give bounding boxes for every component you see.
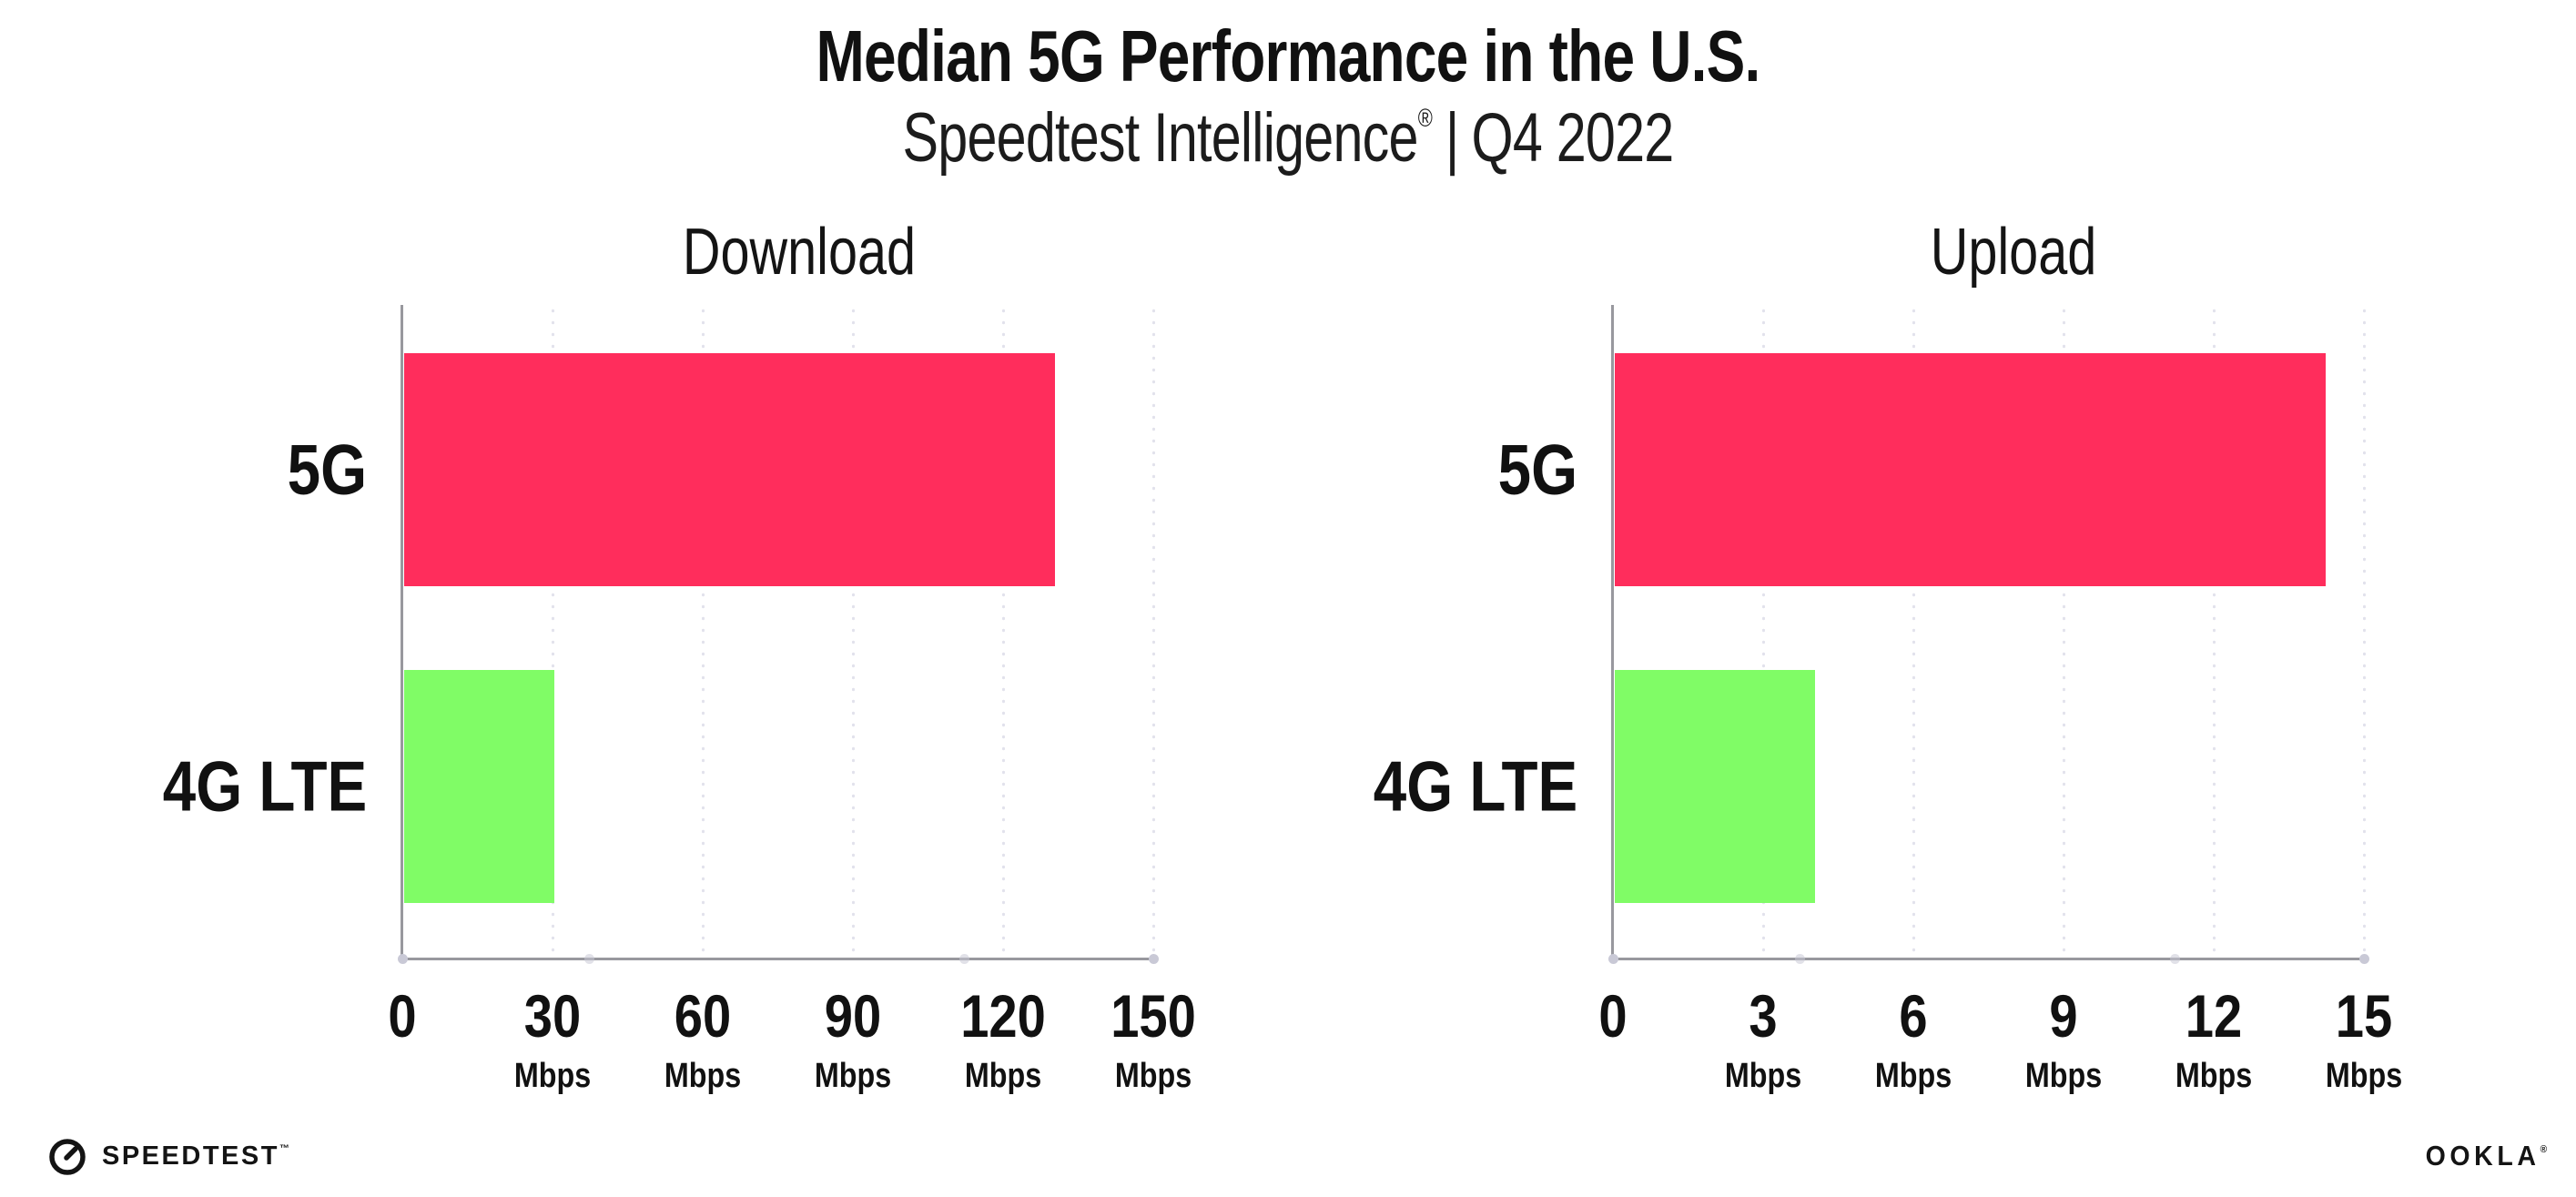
y-label-download-5g: 5G <box>287 429 367 510</box>
x-tick-value: 15 <box>2335 982 2393 1050</box>
x-tick-value: 90 <box>824 982 882 1050</box>
subtitle-divider: | <box>1445 99 1459 177</box>
y-label-upload-4g-lte: 4G LTE <box>1373 746 1577 827</box>
y-label-download-4g-lte: 4G LTE <box>162 746 367 827</box>
x-tick-unit: Mbps <box>1724 1057 1802 1095</box>
axis-dot-download-0 <box>398 954 408 964</box>
x-tick-download-150: 150 Mbps <box>1060 986 1246 1093</box>
x-tick-value: 9 <box>2049 982 2078 1050</box>
ookla-wordmark: OOKLA® <box>2425 1140 2547 1172</box>
x-tick-unit: Mbps <box>964 1057 1042 1095</box>
x-tick-value: 150 <box>1111 982 1196 1050</box>
trademark-mark: ™ <box>279 1142 289 1154</box>
x-tick-download-90: 90 Mbps <box>760 986 946 1093</box>
x-tick-unit: Mbps <box>2024 1057 2103 1095</box>
x-tick-value: 0 <box>388 982 417 1050</box>
chart-title-upload: Upload <box>1930 216 2097 289</box>
gridline-download-150 <box>1152 305 1155 958</box>
x-tick-unit: Mbps <box>2325 1057 2403 1095</box>
gridline-download-60 <box>702 305 705 958</box>
y-label-upload-5g: 5G <box>1497 429 1577 510</box>
gridline-upload-3 <box>1762 305 1765 958</box>
x-tick-upload-0: 0 <box>1520 986 1706 1046</box>
x-axis-download <box>401 958 1157 960</box>
x-tick-unit: Mbps <box>1114 1057 1192 1095</box>
bar-upload-4g-lte <box>1615 670 1815 903</box>
x-tick-upload-15: 15 Mbps <box>2271 986 2457 1093</box>
gridline-download-30 <box>552 305 554 958</box>
x-tick-download-60: 60 Mbps <box>610 986 796 1093</box>
speedtest-gauge-icon <box>49 1139 86 1175</box>
page-title: Median 5G Performance in the U.S. <box>816 15 1761 96</box>
x-tick-value: 30 <box>523 982 582 1050</box>
x-tick-unit: Mbps <box>513 1057 592 1095</box>
subtitle-brand: Speedtest Intelligence <box>902 99 1419 177</box>
x-tick-value: 60 <box>674 982 732 1050</box>
chart-title-download: Download <box>682 216 917 289</box>
x-tick-download-30: 30 Mbps <box>460 986 645 1093</box>
axis-dot-upload-3 <box>2359 954 2369 964</box>
x-tick-upload-12: 12 Mbps <box>2121 986 2307 1093</box>
y-axis-upload <box>1611 305 1614 960</box>
subtitle-period: Q4 2022 <box>1471 99 1675 177</box>
gridline-upload-9 <box>2063 305 2065 958</box>
x-tick-upload-3: 3 Mbps <box>1670 986 1856 1093</box>
x-tick-unit: Mbps <box>664 1057 742 1095</box>
registered-mark: ® <box>1417 104 1433 132</box>
bar-upload-5g <box>1615 353 2326 586</box>
speedtest-wordmark: SPEEDTEST™ <box>102 1141 289 1171</box>
x-tick-value: 6 <box>1899 982 1928 1050</box>
axis-dot-upload-1 <box>1795 954 1805 964</box>
bar-download-4g-lte <box>404 670 554 903</box>
axis-dot-download-1 <box>584 954 594 964</box>
x-tick-unit: Mbps <box>814 1057 892 1095</box>
x-tick-value: 120 <box>960 982 1046 1050</box>
axis-dot-download-2 <box>959 954 969 964</box>
x-tick-value: 0 <box>1598 982 1628 1050</box>
gridline-upload-12 <box>2213 305 2216 958</box>
gridline-upload-15 <box>2363 305 2366 958</box>
x-tick-upload-6: 6 Mbps <box>1820 986 2006 1093</box>
gridline-download-120 <box>1002 305 1005 958</box>
x-tick-download-120: 120 Mbps <box>910 986 1096 1093</box>
ookla-logo: OOKLA® <box>2415 1140 2547 1172</box>
x-tick-unit: Mbps <box>1874 1057 1952 1095</box>
x-tick-download-0: 0 <box>309 986 495 1046</box>
x-tick-upload-9: 9 Mbps <box>1971 986 2156 1093</box>
ookla-registered-mark: ® <box>2540 1144 2547 1155</box>
y-axis-download <box>401 305 403 960</box>
x-tick-value: 3 <box>1749 982 1778 1050</box>
x-tick-unit: Mbps <box>2175 1057 2253 1095</box>
x-axis-upload <box>1611 958 2368 960</box>
axis-dot-upload-2 <box>2170 954 2180 964</box>
speedtest-logo: SPEEDTEST™ <box>46 1134 289 1178</box>
gridline-download-90 <box>852 305 855 958</box>
bar-download-5g <box>404 353 1055 586</box>
gridline-upload-6 <box>1912 305 1915 958</box>
axis-dot-download-3 <box>1149 954 1159 964</box>
axis-dot-upload-0 <box>1608 954 1618 964</box>
page-subtitle: Speedtest Intelligence® | Q4 2022 <box>283 98 2292 178</box>
x-tick-value: 12 <box>2185 982 2243 1050</box>
